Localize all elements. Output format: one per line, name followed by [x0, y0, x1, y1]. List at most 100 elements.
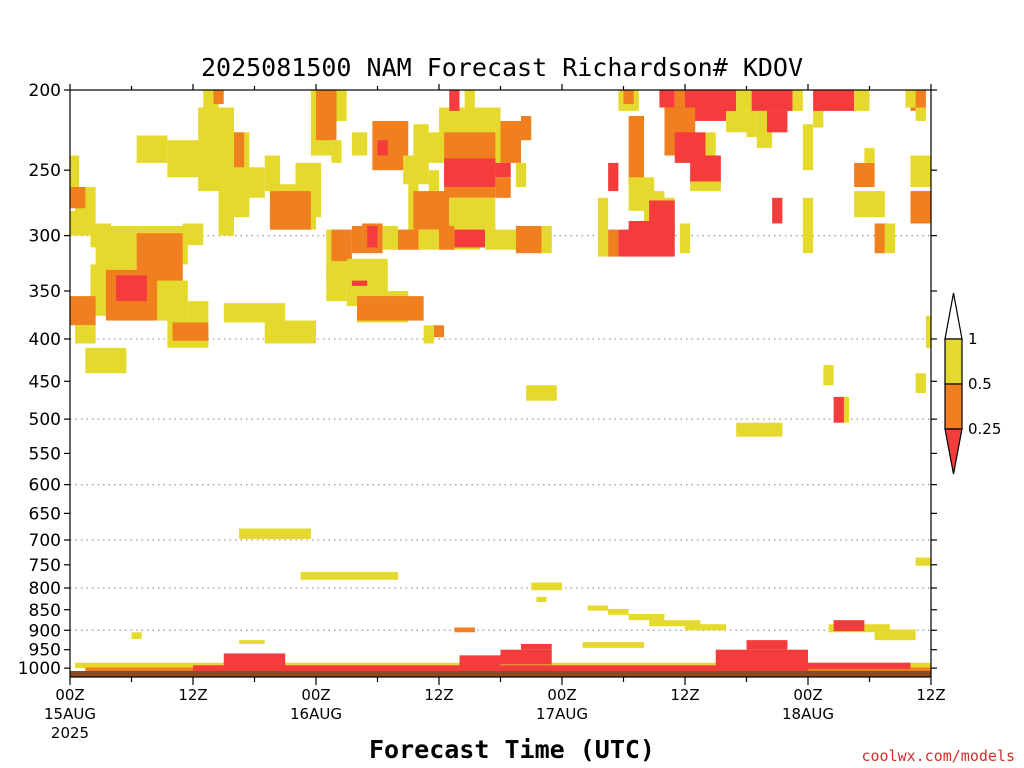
ri-cell — [541, 225, 552, 254]
ri-cell — [659, 90, 675, 108]
color-legend: 1 0.5 0.25 — [944, 292, 1001, 475]
x-tick-label: 00Z — [55, 686, 84, 704]
ri-cell — [454, 229, 486, 248]
x-tick-label: 12Z — [670, 686, 699, 704]
ri-cell — [500, 120, 521, 163]
ri-cell — [495, 162, 511, 178]
ri-cell — [234, 132, 245, 168]
ri-cell — [454, 627, 475, 633]
ri-cell — [213, 90, 224, 105]
ri-cell — [300, 571, 398, 580]
ri-cell — [70, 670, 931, 677]
ri-cell — [116, 275, 147, 302]
ri-cell — [167, 140, 204, 178]
ri-cell — [136, 135, 168, 163]
ri-cell — [690, 181, 721, 192]
y-tick-label: 250 — [29, 161, 61, 181]
ri-cell — [685, 624, 726, 631]
ri-cell — [495, 177, 511, 198]
y-axis: 200 250 300 350 400 450 500 550 600 650 700 750 8008… — [18, 81, 937, 679]
ri-cell — [223, 303, 286, 323]
ri-cell — [382, 225, 398, 250]
ri-cell — [915, 557, 931, 566]
y-tick-label: 500 — [29, 410, 61, 430]
ri-cell — [336, 90, 347, 121]
ri-cell — [608, 229, 619, 257]
ri-cell — [449, 90, 460, 111]
y-tick-label: 300 — [29, 227, 61, 247]
ri-cell — [85, 347, 127, 374]
y-tick-label: 850 — [29, 601, 61, 621]
y-tick-label: 700 — [29, 531, 61, 551]
ri-cell — [70, 296, 96, 326]
ri-cell — [398, 229, 419, 250]
ri-cell — [915, 373, 926, 394]
ri-cell — [679, 223, 691, 254]
ri-cell — [736, 90, 752, 111]
ri-cell — [618, 229, 675, 257]
ri-cell — [521, 643, 552, 650]
ri-cell — [767, 110, 788, 133]
ri-cell — [428, 170, 439, 198]
legend-label: 1 — [968, 330, 978, 348]
ri-cell — [874, 629, 916, 641]
ri-cell — [751, 90, 793, 111]
ri-cell — [608, 608, 629, 615]
ri-cell — [316, 90, 337, 141]
ri-cell — [874, 223, 885, 254]
x-tick-date: 15AUG — [44, 705, 96, 723]
x-tick-year: 2025 — [51, 724, 89, 742]
ri-cell — [854, 90, 870, 111]
ri-cell — [439, 225, 455, 250]
ri-cell — [910, 155, 931, 187]
ri-cell — [269, 191, 311, 230]
ri-cell — [802, 223, 814, 254]
ri-cell — [587, 605, 609, 611]
x-tick-label: 00Z — [547, 686, 576, 704]
ri-cell — [264, 320, 316, 344]
y-tick-label: 800 — [29, 579, 61, 599]
ri-cell — [500, 649, 552, 665]
ri-cell — [925, 315, 931, 348]
ri-cell — [628, 115, 644, 185]
y-tick-label: 400 — [29, 330, 61, 350]
ri-cell — [515, 162, 527, 187]
ri-cell — [433, 325, 445, 338]
ri-cell — [131, 632, 142, 639]
ri-cell — [864, 147, 875, 163]
ri-cell — [746, 640, 788, 650]
ri-cell — [351, 280, 368, 286]
ri-cell — [223, 653, 286, 667]
ri-cell — [884, 223, 896, 254]
ri-cell — [608, 162, 619, 192]
legend-arrow-bottom — [944, 428, 963, 475]
ri-cell — [70, 210, 91, 236]
ri-cell — [218, 191, 234, 236]
ri-cell — [808, 662, 911, 669]
ri-cell — [198, 107, 234, 192]
ri-cell — [833, 396, 844, 423]
credit-link[interactable]: coolwx.com/models — [861, 747, 1015, 765]
ri-cell — [823, 364, 834, 386]
x-tick-date: 16AUG — [290, 705, 342, 723]
ri-cell — [351, 132, 368, 156]
y-tick-label: 650 — [29, 504, 61, 524]
y-tick-label: 550 — [29, 444, 61, 464]
ri-cell — [628, 220, 675, 234]
ri-cell — [915, 107, 926, 121]
y-tick-label: 950 — [29, 641, 61, 661]
ri-cell — [833, 620, 865, 632]
ri-cell — [239, 640, 265, 644]
ri-cell — [331, 229, 352, 262]
ri-cell — [526, 385, 557, 401]
legend-label: 0.5 — [968, 375, 992, 393]
ri-cell — [521, 115, 532, 141]
ri-cell — [351, 225, 363, 254]
ri-cell — [649, 620, 701, 627]
y-tick-label: 450 — [29, 372, 61, 392]
ri-cell — [70, 186, 86, 209]
legend-arrow-top — [944, 292, 963, 340]
ri-cell — [802, 124, 814, 171]
